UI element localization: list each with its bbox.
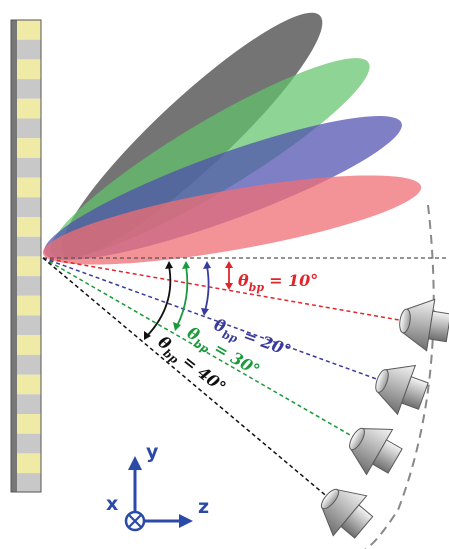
beam-line-20 [43, 258, 382, 381]
panel-cell [17, 355, 41, 375]
cross-circle-icon [126, 512, 144, 530]
horn-antennas [309, 295, 449, 548]
panel-cell [17, 119, 41, 139]
horn-antenna-icon [309, 476, 380, 547]
panel-backing [11, 20, 17, 492]
coordinate-axes: y x z [106, 441, 209, 530]
radiation-lobes [33, 0, 426, 284]
panel-cell [17, 414, 41, 434]
axis-label-x: x [106, 493, 118, 515]
panel-cells [17, 20, 41, 492]
axis-label-z: z [198, 496, 209, 518]
z-axis-arrow-icon [179, 514, 193, 528]
panel-cell [17, 394, 41, 414]
angle-label-10: θbp = 10° [238, 271, 318, 294]
y-axis-arrow-icon [128, 456, 142, 470]
panel-cell [17, 237, 41, 257]
panel-cell [17, 276, 41, 296]
panel-cell [17, 453, 41, 473]
arrowhead-20-bottom [201, 308, 209, 316]
panel-cell [17, 296, 41, 316]
beam-line-10 [43, 258, 405, 321]
angle-arc-30 [177, 266, 187, 326]
axis-label-y: y [146, 441, 159, 463]
arrowhead-40-top [165, 261, 173, 269]
metasurface-panel [11, 20, 41, 492]
horn-antenna-icon [396, 295, 449, 354]
panel-cell [17, 335, 41, 355]
panel-cell [17, 434, 41, 454]
arrowhead-20-top [203, 261, 211, 269]
panel-cell [17, 40, 41, 60]
panel-cell [17, 79, 41, 99]
panel-cell [17, 178, 41, 198]
horn-antenna-icon [340, 414, 408, 484]
arrowhead-30-bottom [173, 322, 181, 331]
panel-cell [17, 217, 41, 237]
panel-cell [17, 20, 41, 40]
panel-cell [17, 158, 41, 178]
angle-arc-20 [205, 266, 209, 311]
arrowhead-10-bottom [225, 283, 233, 290]
panel-cell [17, 138, 41, 158]
panel-cell [17, 256, 41, 276]
horn-antenna-icon [368, 355, 432, 421]
arrowhead-10-top [225, 261, 233, 268]
arrowhead-30-top [182, 261, 190, 269]
panel-cell [17, 99, 41, 119]
panel-cell [17, 316, 41, 336]
panel-cell [17, 473, 41, 492]
panel-cell [17, 197, 41, 217]
panel-cell [17, 59, 41, 79]
panel-cell [17, 375, 41, 395]
